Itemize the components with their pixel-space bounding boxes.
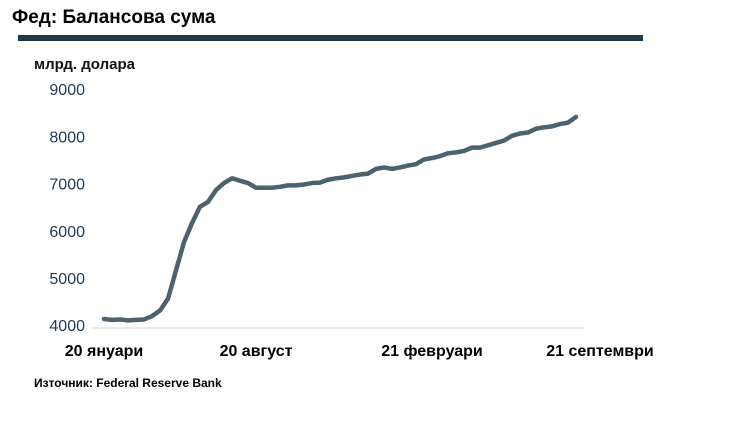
y-axis-label: млрд. долара xyxy=(34,56,136,73)
source: Източник: Federal Reserve Bank xyxy=(34,376,222,390)
x-tick-label: 21 февруари xyxy=(381,343,483,360)
y-tick-label: 6000 xyxy=(49,224,85,241)
y-tick-label: 9000 xyxy=(49,82,85,99)
chart-title: Фед: Балансова сума xyxy=(12,7,216,28)
y-tick-label: 5000 xyxy=(49,271,85,288)
x-tick-label: 20 август xyxy=(220,343,293,360)
y-tick-label: 4000 xyxy=(49,318,85,335)
x-tick-label: 21 септември xyxy=(546,343,654,360)
y-tick-label: 8000 xyxy=(49,129,85,146)
title-rule xyxy=(18,35,643,41)
data-line xyxy=(101,114,579,323)
x-tick-label: 20 януари xyxy=(65,343,143,360)
y-tick-label: 7000 xyxy=(49,177,85,194)
